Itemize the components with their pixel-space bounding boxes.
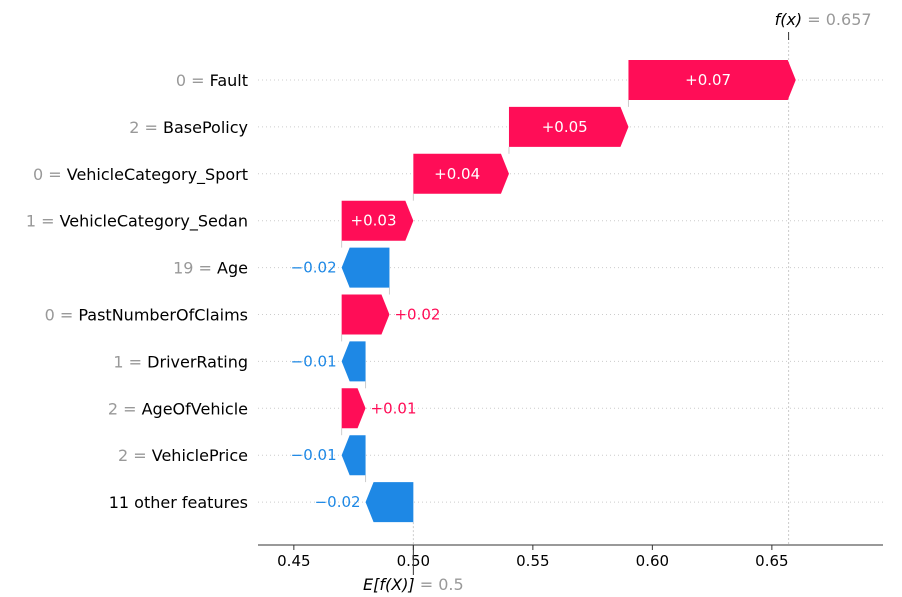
contribution-label: +0.03 — [351, 212, 397, 230]
feature-labels: 0 = Fault 2 = BasePolicy 0 = VehicleCatego… — [26, 71, 248, 512]
feature-label: 1 = VehicleCategory_Sedan — [26, 211, 248, 231]
feature-label: 0 = PastNumberOfClaims — [45, 305, 248, 324]
negative-contribution-bar — [341, 247, 390, 288]
feature-label: 11 other features — [109, 493, 248, 512]
x-tick-label: 0.65 — [755, 552, 788, 570]
feature-label: 19 = Age — [173, 258, 248, 277]
contribution-bars: +0.07 +0.05 +0.04 +0.03 −0.02 +0.02 −0.01 +0.01… — [291, 60, 796, 523]
contribution-label: −0.01 — [291, 446, 337, 464]
positive-contribution-bar — [341, 294, 390, 335]
base-value-label: E[f(X)] = 0.5 — [363, 575, 464, 594]
output-value-label: f(x) = 0.657 — [775, 10, 872, 29]
feature-label: 2 = AgeOfVehicle — [108, 399, 248, 418]
feature-label: 0 = VehicleCategory_Sport — [33, 164, 248, 184]
feature-label: 2 = VehiclePrice — [118, 446, 248, 465]
contribution-label: −0.02 — [315, 493, 361, 511]
contribution-label: +0.04 — [434, 165, 480, 183]
feature-label: 2 = BasePolicy — [129, 117, 248, 136]
x-axis: 0.45 0.50 0.55 0.60 0.65 — [258, 544, 883, 570]
contribution-label: +0.02 — [394, 306, 440, 324]
x-tick-label: 0.45 — [277, 552, 310, 570]
negative-contribution-bar — [365, 482, 414, 523]
positive-contribution-bar — [628, 60, 796, 100]
contribution-label: −0.01 — [291, 352, 337, 370]
x-tick-label: 0.60 — [636, 552, 669, 570]
value-annotations: E[f(X)] = 0.5 f(x) = 0.657 — [363, 10, 872, 594]
positive-contribution-bar — [508, 106, 629, 147]
negative-contribution-bar — [341, 341, 366, 382]
positive-contribution-bar — [341, 388, 366, 429]
negative-contribution-bar — [341, 435, 366, 476]
contribution-label: +0.01 — [371, 399, 417, 417]
feature-label: 0 = Fault — [176, 71, 248, 90]
reference-lines — [341, 32, 790, 545]
x-tick-label: 0.55 — [516, 552, 549, 570]
positive-contribution-bar — [341, 200, 414, 241]
feature-label: 1 = DriverRating — [113, 352, 248, 371]
positive-contribution-bar — [413, 153, 509, 194]
contribution-label: −0.02 — [291, 259, 337, 277]
contribution-label: +0.07 — [685, 71, 731, 89]
contribution-label: +0.05 — [542, 118, 588, 136]
